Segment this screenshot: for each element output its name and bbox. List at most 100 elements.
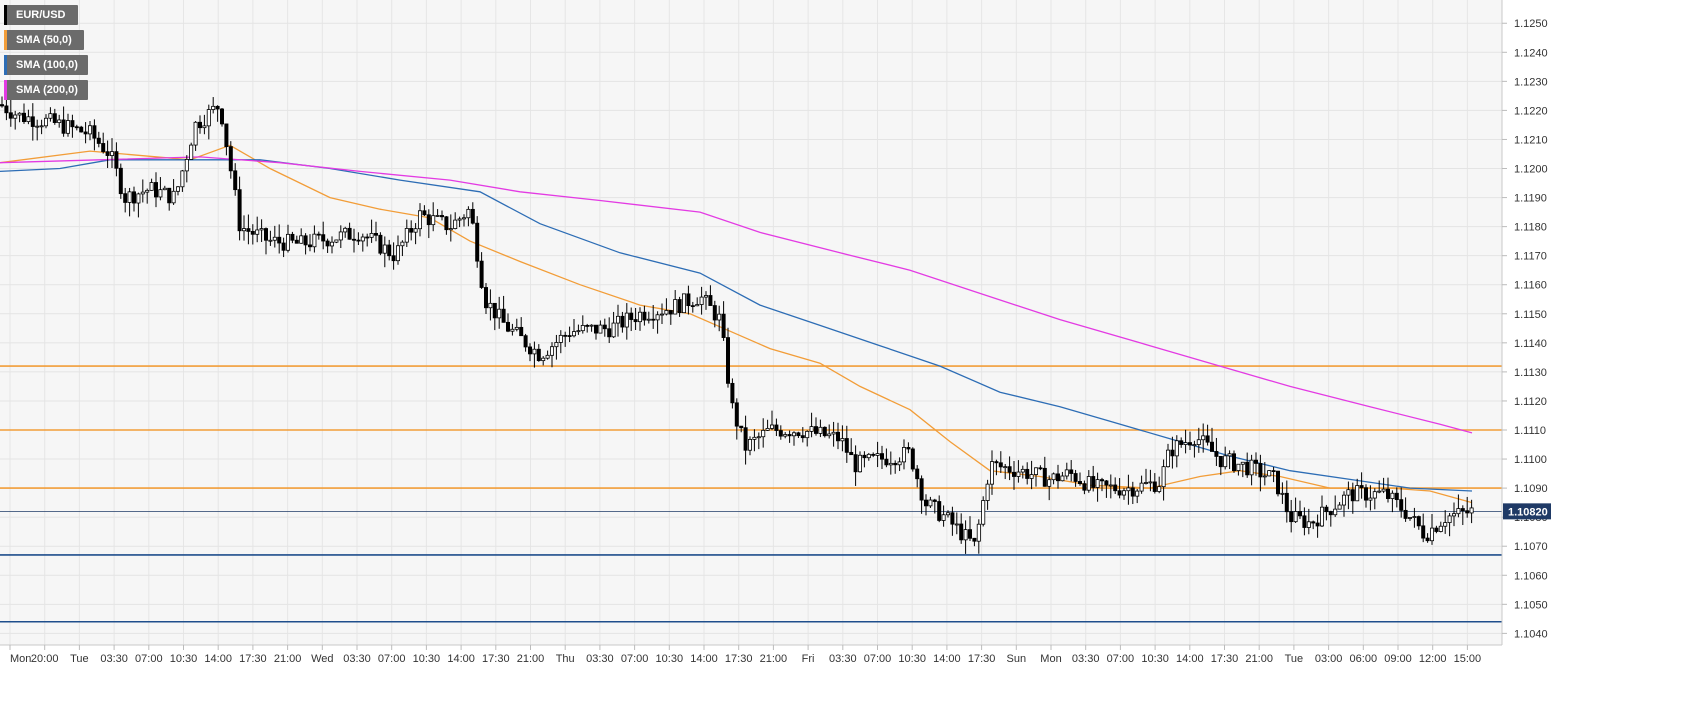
candle-body — [30, 116, 35, 127]
candle-body — [545, 354, 550, 359]
candle-body — [1289, 511, 1294, 523]
legend-item[interactable]: SMA (200,0) — [4, 80, 88, 100]
candle-body — [884, 458, 889, 466]
candle-body — [268, 239, 273, 242]
candle-body — [1298, 511, 1303, 517]
candle-body — [541, 357, 546, 362]
candle-body — [1157, 486, 1162, 492]
candle-body — [1029, 474, 1034, 479]
candle-body — [92, 125, 97, 139]
candle-body — [215, 105, 220, 110]
x-tick-label: 21:00 — [1245, 653, 1273, 665]
candle-body — [888, 462, 893, 466]
x-tick-label: 10:30 — [413, 653, 441, 665]
candle-body — [919, 478, 924, 501]
candle-body — [409, 228, 414, 233]
candle-body — [1377, 490, 1382, 493]
candle-body — [646, 318, 651, 321]
y-tick-label: 1.1230 — [1514, 76, 1548, 88]
candle-body — [1293, 511, 1298, 523]
candle-body — [1166, 449, 1171, 468]
candle-body — [734, 402, 739, 427]
candle-body — [1469, 507, 1474, 514]
y-tick-label: 1.1060 — [1514, 570, 1548, 582]
candle-body — [831, 431, 836, 435]
candle-body — [1368, 497, 1373, 501]
candle-body — [1372, 491, 1377, 499]
candle-body — [594, 324, 599, 334]
candle-body — [1421, 525, 1426, 539]
candle-body — [1183, 442, 1188, 445]
candle-body — [1249, 459, 1254, 476]
candle-body — [127, 191, 132, 203]
candle-body — [1452, 513, 1457, 517]
candle-body — [1122, 490, 1127, 496]
candle-body — [83, 131, 88, 135]
candle-body — [1320, 506, 1325, 527]
legend-item[interactable]: SMA (100,0) — [4, 55, 88, 75]
legend-item[interactable]: EUR/USD — [4, 5, 78, 25]
candle-body — [1144, 482, 1149, 484]
x-tick-label: 07:00 — [378, 653, 406, 665]
candle-body — [307, 244, 312, 248]
candle-body — [1100, 479, 1105, 482]
candle-body — [334, 239, 339, 243]
candle-body — [1034, 467, 1039, 475]
candle-body — [1438, 525, 1443, 532]
candle-body — [488, 302, 493, 309]
candle-body — [149, 182, 154, 191]
candle-body — [629, 312, 634, 320]
candle-body — [1042, 467, 1047, 487]
candle-body — [439, 215, 444, 218]
x-tick-label: Fri — [802, 653, 815, 665]
candle-body — [1227, 453, 1232, 457]
candle-body — [281, 242, 286, 251]
y-tick-label: 1.1070 — [1514, 541, 1548, 553]
candle-body — [664, 310, 669, 315]
candle-body — [712, 305, 717, 321]
candle-body — [259, 228, 264, 231]
x-tick-label: Wed — [311, 653, 333, 665]
candle-body — [932, 499, 937, 502]
candle-body — [52, 113, 57, 124]
candle-body — [175, 186, 180, 192]
candle-body — [941, 514, 946, 521]
candle-body — [356, 239, 361, 242]
x-tick-label: 20:00 — [31, 653, 59, 665]
x-tick-label: 10:30 — [170, 653, 198, 665]
x-tick-label: 03:30 — [100, 653, 128, 665]
y-tick-label: 1.1160 — [1514, 280, 1547, 292]
candle-body — [668, 310, 673, 315]
x-tick-label: 10:30 — [1141, 653, 1169, 665]
plot-area — [0, 0, 1502, 645]
candle-body — [1086, 476, 1091, 491]
candle-body — [404, 228, 409, 243]
candle-body — [263, 228, 268, 241]
y-tick-label: 1.1050 — [1514, 599, 1548, 611]
candle-body — [479, 260, 484, 288]
candle-body — [241, 228, 246, 232]
x-tick-label: 17:30 — [482, 653, 510, 665]
candle-body — [1174, 440, 1179, 457]
candle-body — [448, 228, 453, 231]
candle-body — [686, 293, 691, 307]
candle-body — [1051, 473, 1056, 481]
candle-body — [1333, 508, 1338, 516]
candle-body — [721, 313, 726, 338]
candle-body — [1416, 516, 1421, 527]
candle-body — [730, 382, 735, 404]
legend-swatch — [4, 30, 7, 50]
candle-body — [224, 123, 229, 148]
x-tick-label: 03:30 — [586, 653, 614, 665]
candle-body — [959, 523, 964, 541]
candle-body — [844, 438, 849, 453]
candle-body — [1430, 527, 1435, 542]
candle-body — [976, 523, 981, 542]
candle-body — [532, 348, 537, 355]
candle-body — [8, 112, 13, 119]
candle-body — [1258, 463, 1263, 478]
legend-item[interactable]: SMA (50,0) — [4, 30, 84, 50]
candle-body — [893, 462, 898, 466]
candle-body — [299, 235, 304, 244]
candle-body — [4, 105, 9, 114]
